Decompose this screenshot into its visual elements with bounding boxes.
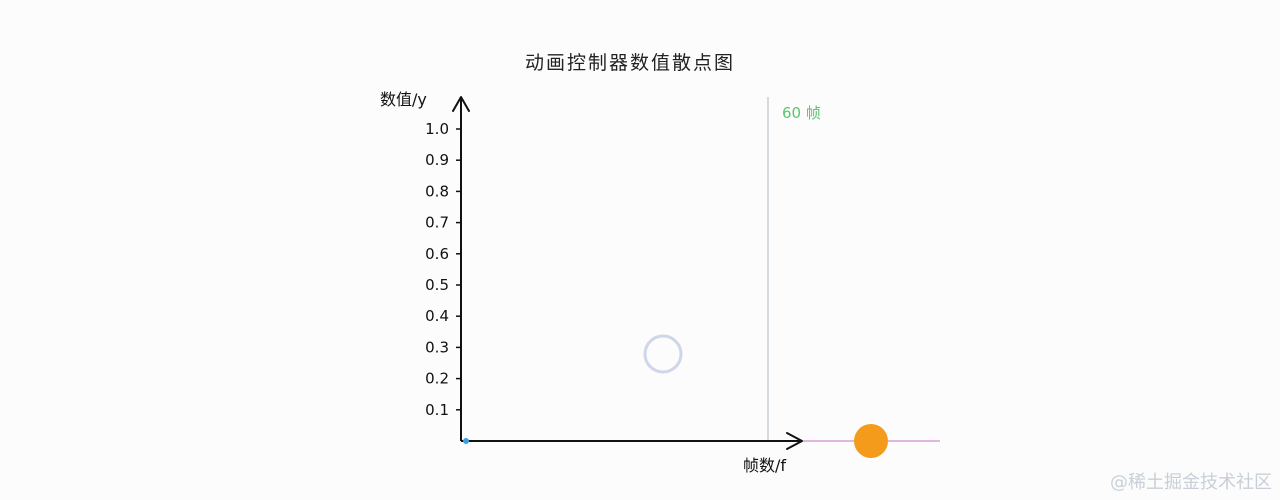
y-axis-arrow-icon (452, 96, 470, 112)
data-points (463, 438, 469, 444)
x-axis-arrow-icon (786, 432, 803, 450)
y-tick-label: 0.9 (425, 151, 449, 169)
y-axis-label: 数值/y (380, 90, 427, 109)
ghost-circle (643, 334, 683, 374)
y-ticks: 0.1 0.2 0.3 0.4 0.5 0.6 0.7 0.8 0.9 1.0 (425, 120, 461, 419)
y-tick-label: 0.4 (425, 307, 449, 325)
y-tick-label: 1.0 (425, 120, 449, 138)
watermark: @稀土掘金技术社区 (1110, 472, 1272, 493)
chart-title: 动画控制器数值散点图 (525, 52, 735, 74)
y-tick-label: 0.1 (425, 401, 449, 419)
x-axis (461, 432, 803, 450)
data-point (463, 438, 469, 444)
active-dot (854, 424, 888, 458)
y-tick-label: 0.5 (425, 276, 449, 294)
y-tick-label: 0.2 (425, 370, 449, 388)
y-tick-label: 0.6 (425, 245, 449, 263)
frame-marker-label: 60 帧 (782, 104, 821, 122)
y-tick-label: 0.8 (425, 182, 449, 200)
y-tick-label: 0.7 (425, 214, 449, 232)
x-axis-label: 帧数/f (743, 456, 786, 475)
y-axis (452, 96, 470, 441)
y-tick-label: 0.3 (425, 338, 449, 356)
